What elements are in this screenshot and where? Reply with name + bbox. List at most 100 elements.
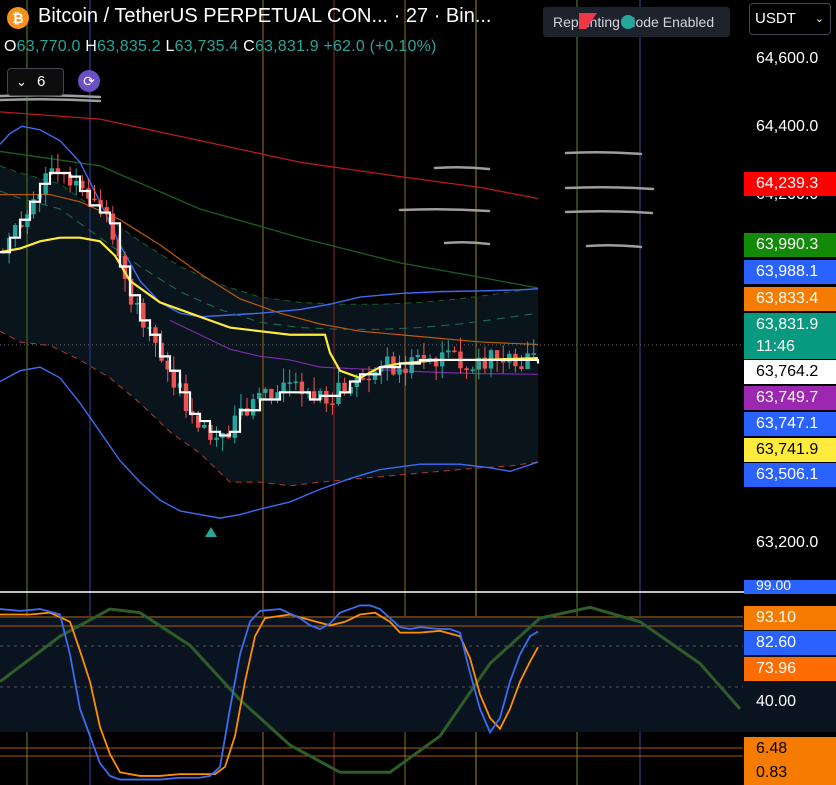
price-tag-value: 63,988.1 [756,263,819,280]
candle-body [525,353,530,370]
candle-body [244,408,250,416]
price-tag-value: 64,239.3 [756,175,819,192]
candle-body [250,399,256,416]
indicators-toggle-button[interactable]: ⌄ 6 [7,68,64,96]
candle-body [196,415,201,428]
candle-body [232,415,237,438]
candle-body [324,390,329,404]
candle-body [67,174,73,186]
band-line-orange-mid [0,193,539,346]
change-value: +62.0 (+0.10%) [323,38,437,55]
candle-body [98,200,103,208]
indicator-count: 6 [37,73,46,90]
price-axis-tick: 63,200.0 [756,534,819,551]
price-tag-value: 63,747.1 [756,415,819,432]
candle-body [74,180,79,186]
high-value: 63,835.2 [96,38,161,55]
low-value: 63,735.4 [174,38,239,55]
band-cloud [0,165,538,486]
candle-body [110,213,115,240]
price-tag-value: 63,831.9 [756,316,819,333]
price-tag: 63,747.1 [744,412,836,436]
band-line-green-long [0,150,539,289]
oscillator-axis-tick: 99.00 [744,580,836,594]
price-tag-value: 63,833.4 [756,290,819,307]
candle-body [202,424,207,428]
price-tag: 63,741.9 [744,438,836,462]
candle-body [336,382,341,404]
candle-body [275,392,280,399]
candle-body [519,366,524,370]
oscillator-tag: 93.10 [744,606,836,630]
candle-body [311,391,317,400]
price-tag: 64,239.3 [744,172,836,196]
band-line-mid-dashed [0,190,539,330]
white-step-line [0,171,540,437]
candle-body [165,360,170,370]
candle-body [421,355,427,359]
chevron-down-icon: ⌄ [814,13,824,25]
candle-body [470,369,475,372]
candle-body [372,371,378,380]
oscillator-orange-line [0,611,539,777]
candle-body [104,207,109,214]
band-line-purple [169,319,539,375]
candle-body [263,388,268,393]
status-dot-icon [621,15,635,29]
oscillator-tag: 82.60 [744,631,836,655]
repainting-mode-badge[interactable]: Repainting Mode Enabled [543,7,730,37]
price-tag: 63,764.2 [744,360,836,384]
candle-body [281,382,286,393]
drawing-stroke [433,165,491,171]
price-axis-tick: 64,400.0 [756,118,819,135]
candle-body [86,188,91,199]
price-tag-value: 63,506.1 [756,466,819,483]
candle-body [446,350,451,353]
price-tag: 63,506.1 [744,463,836,487]
low-label: L [165,38,175,55]
candle-body [494,350,500,359]
price-tag-value: 63,764.2 [756,363,819,380]
oscillator-zone [0,616,743,732]
candle-body [269,388,274,399]
drawing-stroke [443,240,491,246]
band-line-red-long [0,111,539,200]
candle-body [159,342,164,361]
currency-select[interactable]: USDT ⌄ [749,3,831,35]
candle-body [116,239,122,256]
drawing-stroke [564,185,655,191]
candle-body [366,378,372,381]
candle-body [257,392,262,400]
candle-body [19,224,24,228]
candle-body [135,302,140,305]
price-tag: 63,831.9 11:46 [744,313,836,359]
candle-body [409,357,414,374]
drawing-stroke [398,207,491,213]
symbol-title[interactable]: Bitcoin / TetherUS PERPETUAL CON... · 27… [38,5,492,27]
drawing-stroke [564,209,654,215]
band-line-lower-blue [0,366,539,519]
drawing-stroke [564,150,643,156]
signal-triangle-icon [205,527,217,537]
candle-body [214,437,219,440]
candle-body [464,368,469,371]
price-tag: 63,990.3 [744,233,836,257]
high-label: H [85,38,97,55]
candle-body [80,180,85,189]
candle-body [92,198,97,201]
candle-body [342,382,347,394]
candle-body [299,381,305,395]
candle-body [141,302,146,328]
drawing-stroke [0,97,102,103]
close-value: 63,831.9 [254,38,319,55]
band-line-upper-blue [0,125,539,318]
candle-body [385,356,390,367]
price-axis-tick: 64,600.0 [756,50,819,67]
candle-body [330,403,335,406]
candle-body [183,383,189,412]
price-tag: 63,833.4 [744,287,836,311]
refresh-icon[interactable]: ⟳ [78,70,100,92]
candle-body [49,168,54,174]
price-tag: 63,988.1 [744,260,836,284]
